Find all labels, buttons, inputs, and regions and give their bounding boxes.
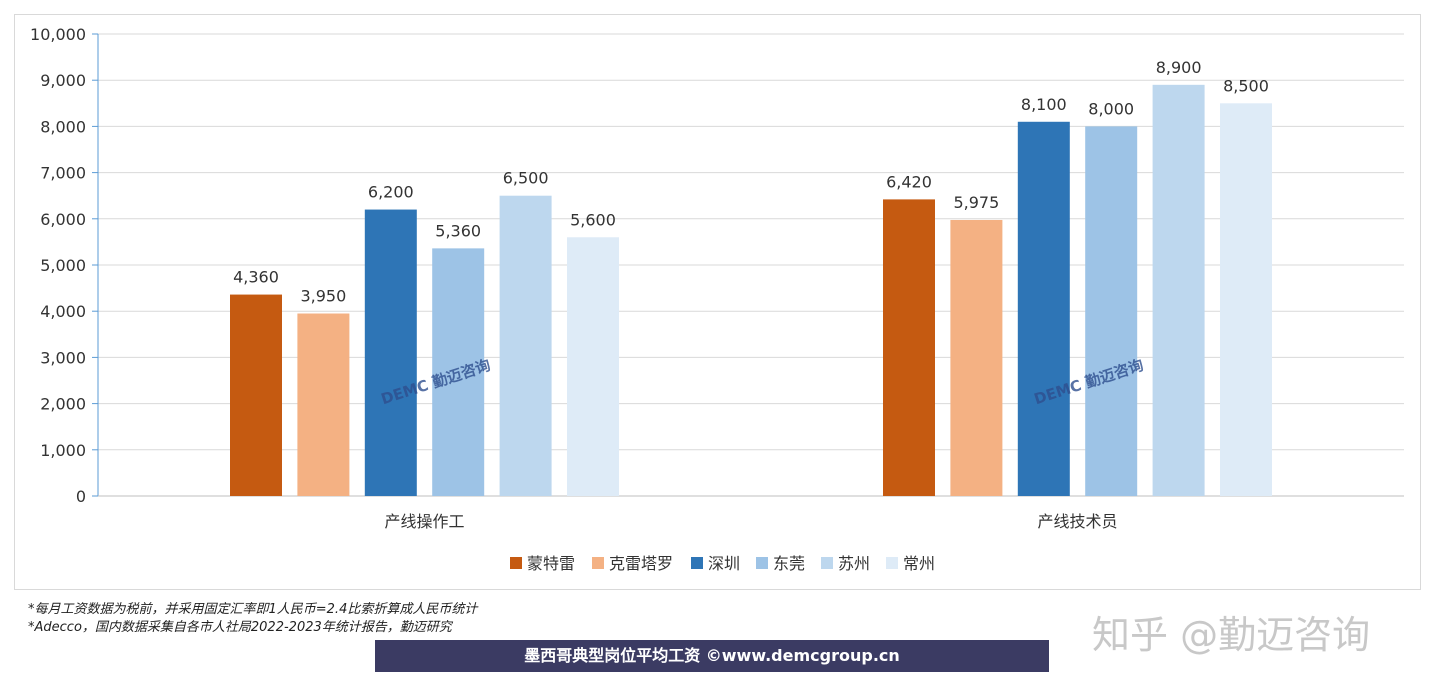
note-1: *每月工资数据为税前，并采用固定汇率即1人民币=2.4比索折算成人民币统计 <box>28 602 478 617</box>
bar <box>499 195 552 496</box>
chart-frame <box>14 14 1421 590</box>
legend-swatch <box>821 557 833 569</box>
y-tick-label: 4,000 <box>40 302 86 321</box>
legend-swatch <box>886 557 898 569</box>
y-tick-label: 3,000 <box>40 348 86 367</box>
bar <box>1085 126 1138 497</box>
y-tick-label: 0 <box>76 487 86 506</box>
bar <box>1017 121 1070 496</box>
legend-label: 克雷塔罗 <box>609 554 673 573</box>
data-label: 5,600 <box>570 210 616 229</box>
bar <box>1220 103 1272 497</box>
zhihu-watermark: 知乎 @勤迈咨询 <box>1092 613 1371 657</box>
category-label: 产线操作工 <box>384 512 464 531</box>
bar <box>1152 84 1205 496</box>
legend-label: 东莞 <box>773 554 805 573</box>
bar <box>432 248 485 496</box>
data-label: 6,200 <box>368 183 414 202</box>
y-tick-label: 8,000 <box>40 117 86 136</box>
bar-chart: 0 1,000 2,000 3,000 4,000 5,000 6,000 7,000 8,00… <box>30 25 1404 573</box>
y-tick-label: 10,000 <box>30 25 86 44</box>
legend-label: 蒙特雷 <box>527 554 575 573</box>
data-label: 5,360 <box>435 221 481 240</box>
legend-label: 苏州 <box>838 554 870 573</box>
bar <box>364 209 417 496</box>
legend-swatch <box>510 557 522 569</box>
data-label: 4,360 <box>233 268 279 287</box>
footer-banner: 墨西哥典型岗位平均工资 ©www.demcgroup.cn <box>375 640 1049 672</box>
bar <box>950 219 1003 496</box>
data-label: 6,420 <box>886 172 932 191</box>
y-tick-label: 9,000 <box>40 71 86 90</box>
bar <box>297 313 350 496</box>
data-label: 5,975 <box>953 193 999 212</box>
legend-label: 深圳 <box>708 554 740 573</box>
data-label: 8,900 <box>1156 58 1202 77</box>
y-tick-label: 7,000 <box>40 164 86 183</box>
y-tick-label: 6,000 <box>40 210 86 229</box>
y-tick-label: 5,000 <box>40 256 86 275</box>
data-label: 8,100 <box>1021 95 1067 114</box>
legend-label: 常州 <box>903 554 935 573</box>
data-label: 8,500 <box>1223 76 1269 95</box>
y-tick-label: 2,000 <box>40 395 86 414</box>
bar <box>567 237 619 496</box>
data-label: 8,000 <box>1088 99 1134 118</box>
legend-swatch <box>691 557 703 569</box>
data-label: 6,500 <box>503 169 549 188</box>
category-label: 产线技术员 <box>1037 512 1117 531</box>
bar <box>883 199 935 496</box>
legend-swatch <box>756 557 768 569</box>
legend-swatch <box>592 557 604 569</box>
data-label: 3,950 <box>300 287 346 306</box>
y-tick-label: 1,000 <box>40 441 86 460</box>
note-2: *Adecco，国内数据采集自各市人社局2022-2023年统计报告，勤迈研究 <box>28 620 452 635</box>
bar <box>230 294 282 496</box>
